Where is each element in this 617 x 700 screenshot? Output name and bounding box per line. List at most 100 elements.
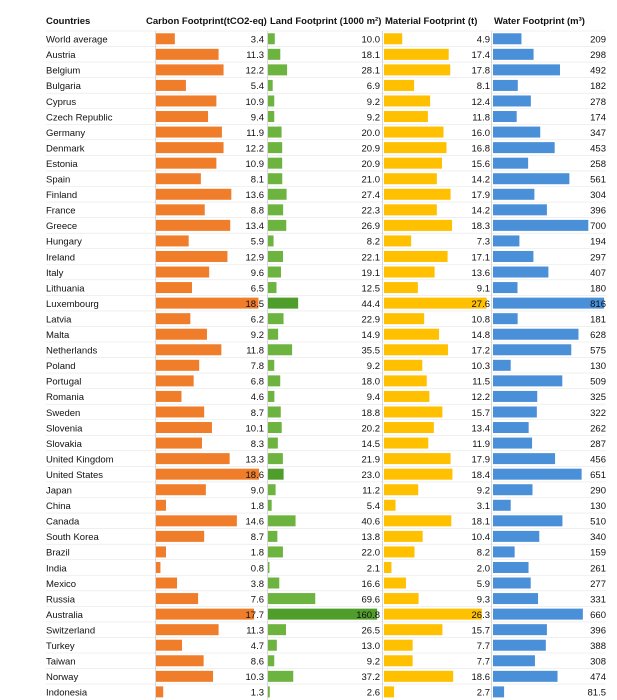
value-label-0: 4.7 <box>251 641 264 652</box>
country-label: Italy <box>46 268 64 279</box>
country-label: Sweden <box>46 408 80 419</box>
bar-1 <box>268 561 270 573</box>
bar-0 <box>156 530 205 542</box>
bar-0 <box>156 313 191 325</box>
bar-3 <box>493 390 538 402</box>
country-label: Germany <box>46 128 85 139</box>
bar-2 <box>384 266 435 278</box>
bar-1 <box>268 437 278 449</box>
country-label: Bulgaria <box>46 81 82 92</box>
bar-3 <box>493 235 520 247</box>
bar-3 <box>493 468 582 480</box>
bar-3 <box>493 157 529 169</box>
bar-1 <box>268 670 294 682</box>
bar-3 <box>493 561 529 573</box>
value-label-2: 13.4 <box>472 423 491 434</box>
bar-2 <box>384 282 418 294</box>
bar-0 <box>156 639 183 651</box>
value-label-1: 28.1 <box>362 66 381 77</box>
bar-0 <box>156 546 166 558</box>
value-label-1: 22.0 <box>362 548 381 559</box>
value-label-3: 510 <box>590 517 606 528</box>
country-label: Norway <box>46 672 78 683</box>
country-label: Portugal <box>46 377 81 388</box>
value-label-1: 20.0 <box>362 128 381 139</box>
country-label: India <box>46 563 67 574</box>
bar-3 <box>493 204 547 216</box>
bar-1 <box>268 422 282 434</box>
bar-3 <box>493 639 546 651</box>
bar-1 <box>268 250 284 262</box>
bar-1 <box>268 173 283 185</box>
bar-1 <box>268 204 284 216</box>
value-label-3: 130 <box>590 361 606 372</box>
bar-2 <box>384 344 448 356</box>
bar-1 <box>268 126 282 138</box>
value-label-1: 22.1 <box>362 252 381 263</box>
value-label-0: 10.3 <box>246 672 265 683</box>
country-label: Indonesia <box>46 688 88 699</box>
bar-0 <box>156 297 259 309</box>
value-label-1: 20.9 <box>362 159 381 170</box>
value-label-1: 19.1 <box>362 268 381 279</box>
country-label: Slovakia <box>46 439 83 450</box>
value-label-0: 1.3 <box>251 688 264 699</box>
bar-0 <box>156 250 228 262</box>
bar-1 <box>268 375 281 387</box>
bar-2 <box>384 313 425 325</box>
value-label-3: 262 <box>590 423 606 434</box>
value-label-3: 575 <box>590 346 606 357</box>
bar-2 <box>384 422 434 434</box>
value-label-2: 5.9 <box>477 579 490 590</box>
value-label-2: 8.2 <box>477 548 490 559</box>
value-label-0: 10.9 <box>246 159 265 170</box>
bar-0 <box>156 515 237 527</box>
value-label-2: 15.7 <box>472 408 491 419</box>
bar-3 <box>493 142 555 154</box>
bar-0 <box>156 655 204 667</box>
bar-0 <box>156 95 217 107</box>
bar-1 <box>268 33 275 45</box>
value-label-1: 21.9 <box>362 454 381 465</box>
bar-1 <box>268 608 378 620</box>
value-label-2: 16.8 <box>472 143 491 154</box>
bar-3 <box>493 499 511 511</box>
value-label-2: 18.6 <box>472 672 491 683</box>
value-label-1: 160.8 <box>356 610 380 621</box>
value-label-1: 40.6 <box>362 517 381 528</box>
bar-0 <box>156 157 217 169</box>
value-label-3: 492 <box>590 66 606 77</box>
bar-2 <box>384 48 449 60</box>
bar-1 <box>268 328 279 340</box>
value-label-3: 277 <box>590 579 606 590</box>
value-label-0: 11.9 <box>246 128 264 139</box>
value-label-2: 14.2 <box>472 175 491 186</box>
value-label-3: 474 <box>590 672 606 683</box>
value-label-3: 340 <box>590 532 606 543</box>
value-label-3: 308 <box>590 657 606 668</box>
value-label-3: 297 <box>590 252 606 263</box>
bar-3 <box>493 111 517 123</box>
bar-2 <box>384 235 412 247</box>
value-label-0: 6.5 <box>251 283 264 294</box>
bar-3 <box>493 328 579 340</box>
value-label-3: 509 <box>590 377 606 388</box>
country-label: Denmark <box>46 143 85 154</box>
value-label-0: 3.4 <box>251 35 264 46</box>
bar-3 <box>493 219 589 231</box>
bar-1 <box>268 515 296 527</box>
country-label: Malta <box>46 330 70 341</box>
value-label-2: 17.1 <box>472 252 491 263</box>
bar-3 <box>493 297 605 309</box>
value-label-2: 12.4 <box>472 97 491 108</box>
country-label: Russia <box>46 594 76 605</box>
value-label-2: 2.7 <box>477 688 490 699</box>
country-label: Ireland <box>46 252 75 263</box>
bar-3 <box>493 282 518 294</box>
bar-1 <box>268 624 286 636</box>
value-label-1: 22.3 <box>362 206 381 217</box>
bar-2 <box>384 157 443 169</box>
value-label-3: 287 <box>590 439 606 450</box>
value-label-0: 13.6 <box>246 190 265 201</box>
country-label: Lithuania <box>46 283 85 294</box>
